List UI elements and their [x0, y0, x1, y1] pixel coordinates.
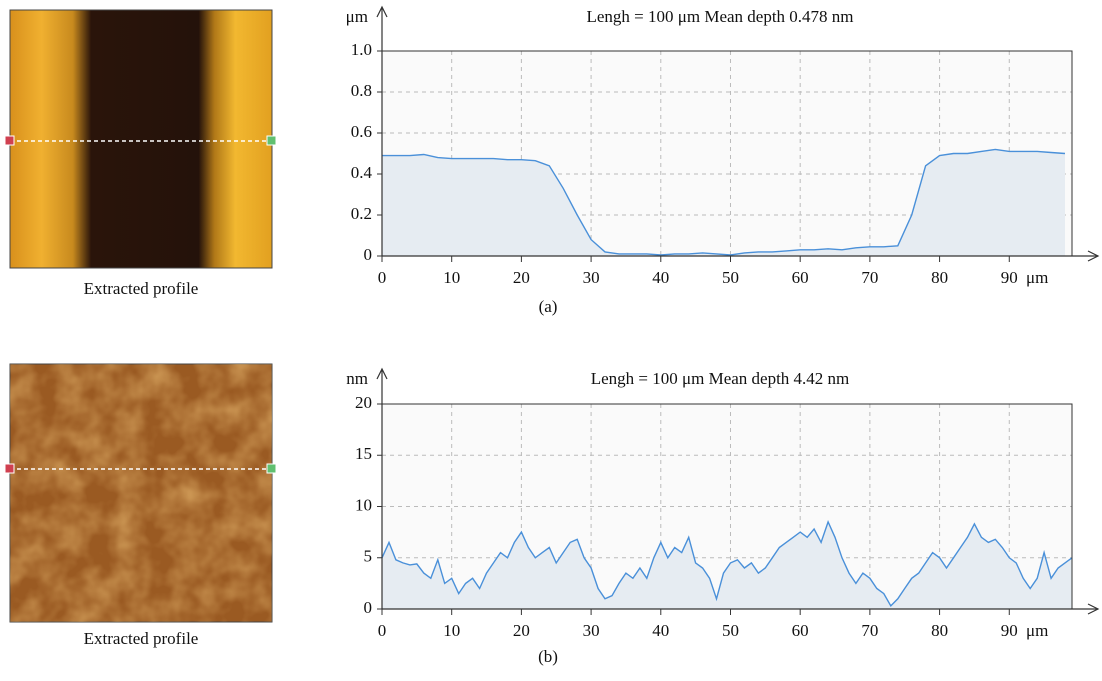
profile-line	[382, 148, 1066, 256]
y-tick-label: 10	[355, 495, 372, 514]
y-axis-arrow	[376, 367, 388, 380]
x-tick-label: 30	[583, 621, 600, 640]
x-tick-label: 70	[861, 268, 878, 287]
x-axis-label: μm	[1026, 268, 1048, 287]
x-axis-label: μm	[1026, 621, 1048, 640]
x-tick-label: 20	[513, 621, 530, 640]
profile-line	[381, 519, 1073, 608]
y-tick-label: 0	[364, 598, 373, 617]
x-axis-arrow	[1087, 250, 1100, 262]
x-tick-label: 10	[443, 268, 460, 287]
y-tick-label: 0	[364, 245, 373, 264]
y-axis-arrow	[376, 5, 388, 18]
area	[382, 521, 1072, 609]
x-tick-label: 20	[513, 268, 530, 287]
x-tick-label: 0	[378, 268, 387, 287]
caption: (a)	[539, 297, 558, 316]
area	[382, 149, 1065, 256]
y-tick-label: 1.0	[351, 40, 372, 59]
x-tick-label: 30	[583, 268, 600, 287]
x-tick-label: 60	[792, 621, 809, 640]
x-tick-label: 90	[1001, 621, 1018, 640]
y-axis-label: nm	[346, 369, 368, 388]
x-tick-label: 80	[931, 621, 948, 640]
x-tick-label: 80	[931, 268, 948, 287]
x-tick-label: 90	[1001, 268, 1018, 287]
y-tick-label: 0.8	[351, 81, 372, 100]
x-tick-label: 50	[722, 621, 739, 640]
x-tick-label: 40	[652, 621, 669, 640]
y-tick-label: 20	[355, 393, 372, 412]
image-b	[4, 363, 277, 623]
x-tick-label: 60	[792, 268, 809, 287]
image-caption: Extracted profile	[84, 279, 199, 298]
x-tick-label: 40	[652, 268, 669, 287]
x-tick-label: 10	[443, 621, 460, 640]
y-tick-label: 15	[355, 444, 372, 463]
image-a	[4, 9, 277, 269]
x-axis-arrow	[1087, 603, 1100, 615]
x-tick-label: 70	[861, 621, 878, 640]
x-tick-label: 0	[378, 621, 387, 640]
caption: (b)	[538, 647, 558, 666]
y-tick-label: 0.2	[351, 204, 372, 223]
y-tick-label: 5	[364, 547, 373, 566]
y-tick-label: 0.6	[351, 122, 372, 141]
x-tick-label: 50	[722, 268, 739, 287]
y-tick-label: 0.4	[351, 163, 373, 182]
image-caption: Extracted profile	[84, 629, 199, 648]
y-axis-label: μm	[346, 7, 368, 26]
chart-title: Lengh = 100 μm Mean depth 0.478 nm	[586, 7, 853, 26]
chart-title: Lengh = 100 μm Mean depth 4.42 nm	[591, 369, 850, 388]
